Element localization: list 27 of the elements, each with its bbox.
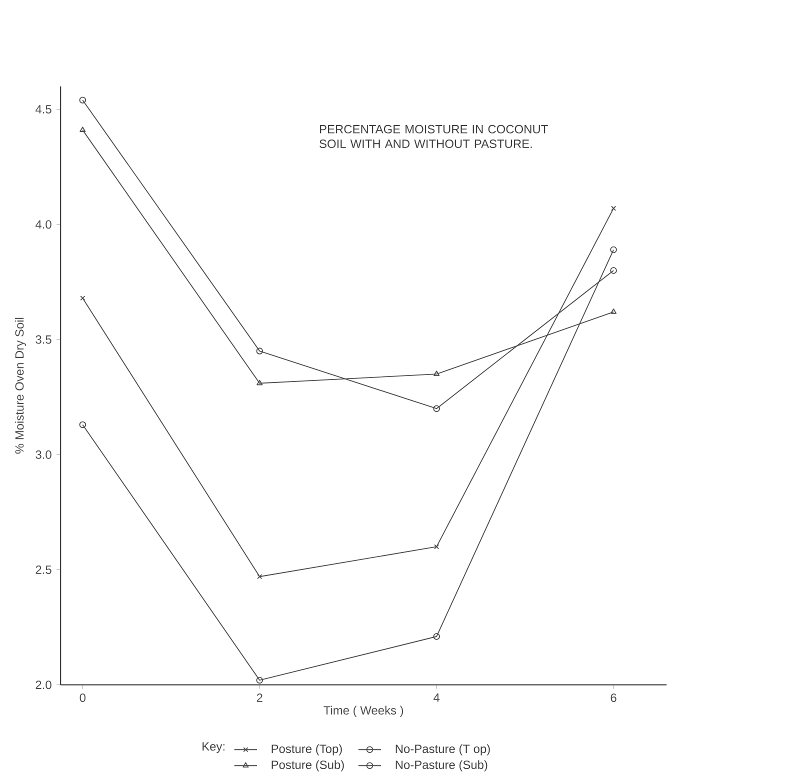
legend-label: No-Pasture (Sub) [396,760,488,772]
x-tick-label: 2 [256,693,262,702]
legend-label: Posture (Sub) [272,760,344,772]
legend-label: Posture (Top) [272,744,342,756]
y-axis-title: % Moisture Oven Dry Soil [14,318,26,454]
legend-label: No-Pasture (T op) [396,744,490,756]
legend-title: Key: [202,742,224,753]
point [257,574,262,580]
x-axis-title: Time ( Weeks ) [324,706,404,717]
y-tick-label: 2.5 [36,565,52,574]
y-tick-label: 4.0 [35,220,52,229]
y-tick-label: 3.5 [36,335,52,344]
x-tick-label: 6 [610,693,616,702]
y-tick-label: 4.5 [35,105,52,114]
text: PERCENTAGE MOISTURE IN COCONUT SOIL WITH AND WITHOUT PASTURE. [320,124,548,148]
y-tick-label: 2.0 [36,680,52,689]
point [256,348,264,354]
point [256,380,263,386]
x-tick-label: 0 [80,693,86,702]
point [433,633,440,640]
point [256,676,264,684]
point [434,370,440,376]
y-tick-label: 3.0 [36,450,52,459]
point [610,308,617,314]
point [434,544,440,550]
point [433,405,440,412]
x-tick-label: 4 [434,693,440,702]
